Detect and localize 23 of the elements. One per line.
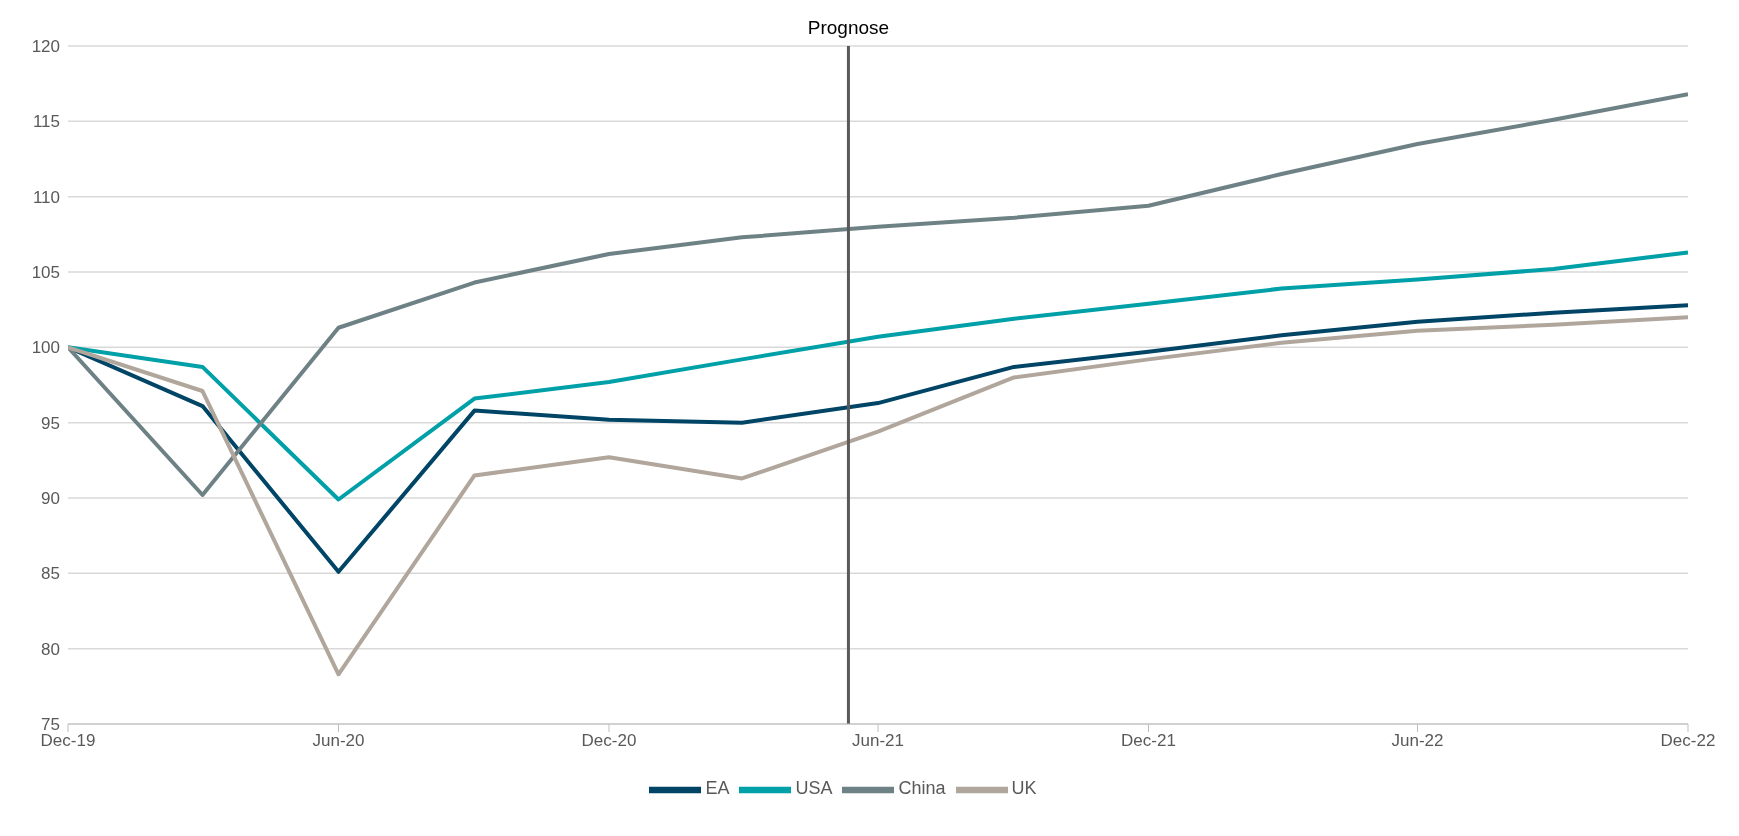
y-tick-label: 95 [41,413,60,433]
y-tick-label: 115 [32,112,60,132]
legend-label: USA [795,778,833,799]
y-tick-label: 110 [32,187,60,207]
x-tick-label: Jun-21 [852,731,904,751]
y-tick-label: 90 [41,489,60,509]
x-tick-label: Dec-20 [581,731,637,751]
y-tick-label: 120 [31,37,60,57]
x-tick-label: Jun-20 [312,731,365,751]
x-tick-label: Dec-21 [1121,731,1176,751]
legend-label: UK [1011,778,1037,799]
line-series [68,92,1688,497]
y-tick-label: 105 [31,263,60,283]
line-series [68,315,1688,677]
y-tick-label: 85 [41,564,60,584]
x-tick-label: Jun-22 [1391,731,1444,751]
y-tick-label: 80 [41,639,60,659]
x-tick-label: Dec-22 [1660,731,1716,751]
y-tick-label: 100 [31,338,60,358]
line-series [68,250,1688,502]
legend-label: EA [705,778,730,799]
ref-line-label: Prognose [807,17,890,38]
legend-label: China [898,778,946,799]
